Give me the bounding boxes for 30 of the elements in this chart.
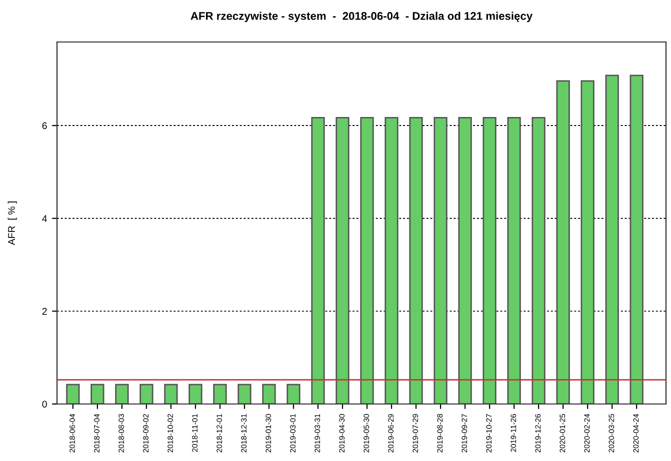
bar [580,80,594,404]
bar [90,384,104,404]
bar [384,116,398,404]
y-tick-label: 2 [42,308,47,315]
bar [360,116,374,404]
bar [605,74,619,404]
bar [409,116,423,404]
bar [556,80,570,404]
bar [164,384,178,404]
bar [213,384,227,404]
bar [238,384,252,404]
bar [458,116,472,404]
bar [507,116,521,404]
y-tick-label: 6 [42,122,47,130]
bar [66,384,80,404]
y-tick-label: 4 [42,215,47,222]
y-tick-label: 0 [42,400,47,408]
bar [140,384,154,404]
bar [311,116,325,404]
y-axis-title: AFR [ % ] [8,202,17,246]
bar [115,384,129,404]
bar [336,116,350,404]
bar [286,384,300,404]
bar [532,116,546,404]
bar [630,74,644,404]
bar [482,116,496,404]
bar [434,116,448,404]
bar [262,384,276,404]
bar [188,384,202,404]
chart-title: AFR rzeczywiste - system - 2018-06-04 - Dziala od 121 miesięcy [190,12,533,22]
